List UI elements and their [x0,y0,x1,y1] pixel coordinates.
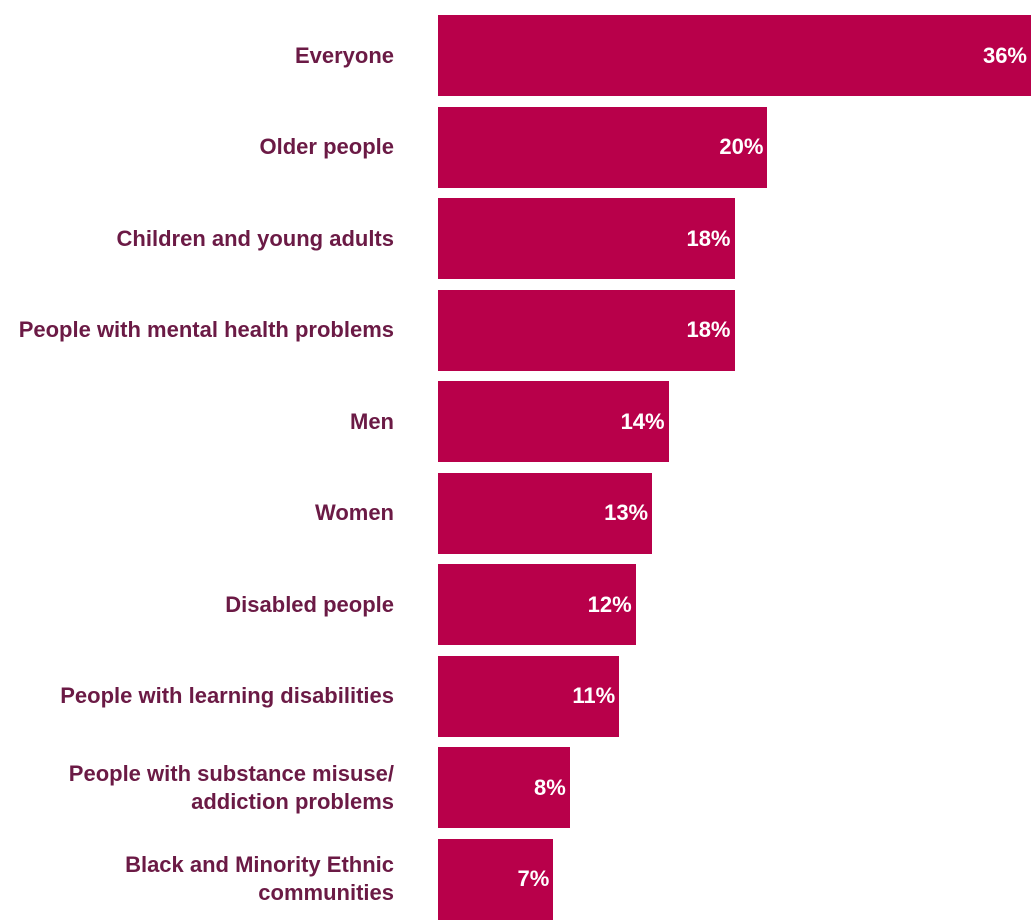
category-label: Everyone [294,42,394,68]
category-label: Older people [259,134,394,159]
bar [438,198,735,279]
category-label: People with mental health problems [18,317,394,342]
category-label: Black and Minority Ethnic communities [125,852,394,905]
bar [438,289,735,371]
category-label: Disabled people [225,591,394,617]
bar-value-label: 12% [587,591,632,617]
bar [438,747,570,828]
bar-value-label: 18% [686,317,731,342]
bar [438,106,768,188]
bar-value-label: 8% [533,774,566,800]
bar [438,564,636,645]
bar [438,655,620,737]
category-label: People with learning disabilities [60,683,394,708]
category-label: Men [350,408,394,434]
bar-value-label: 14% [620,408,665,434]
category-label: Children and young adults [116,225,394,251]
bar-value-label: 7% [517,866,550,891]
bar [438,838,554,920]
bar-value-label: 11% [572,683,616,708]
bar [438,381,669,462]
category-label: People with substance misuse/ addiction … [68,760,394,814]
bar-value-label: 20% [719,134,764,159]
bar [438,472,653,554]
category-label: Women [314,500,394,525]
bar-value-label: 18% [686,225,731,251]
bar [438,15,1031,96]
bar-value-label: 13% [604,500,649,525]
bar-value-label: 36% [982,42,1027,68]
